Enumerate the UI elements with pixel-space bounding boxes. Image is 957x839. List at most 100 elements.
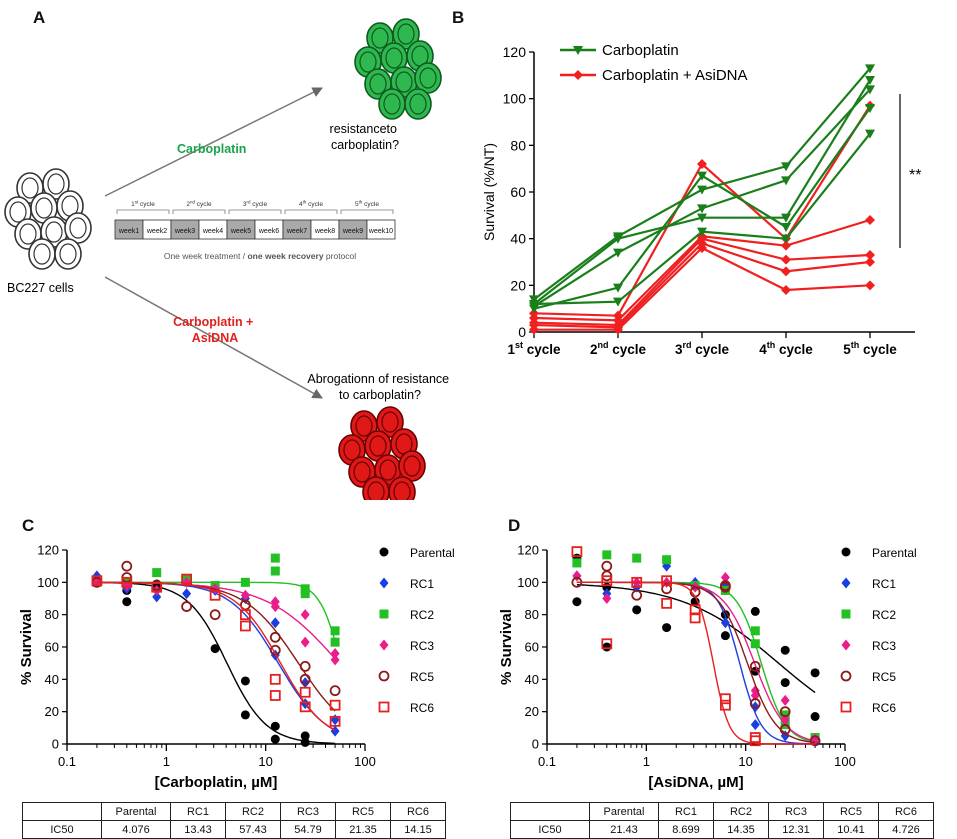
data-point: [330, 714, 340, 726]
cell-nucleus: [343, 439, 361, 461]
legend-entry: Carboplatin: [560, 42, 679, 59]
y-axis-label: % Survival: [18, 609, 35, 685]
data-point: [601, 638, 613, 650]
panel-label-a: A: [33, 8, 46, 27]
asidna-ic50-table: Parental RC1 RC2 RC3 RC5 RC6 IC50 21.43 8.699 14.…: [510, 802, 934, 839]
y-tick-label: 0: [52, 737, 59, 752]
table-value-cell: 10.41: [823, 820, 879, 839]
y-tick-label: 120: [517, 543, 539, 558]
data-point: [329, 715, 341, 727]
schematic-panel: BC227 cells Carboplatin resistanceto car…: [4, 18, 449, 500]
data-point: [719, 693, 731, 705]
data-point: [719, 581, 731, 593]
y-tick-label: 0: [518, 324, 526, 340]
y-tick-label: 80: [45, 607, 59, 622]
data-point: [330, 647, 340, 659]
data-point: [572, 558, 582, 568]
cycle-bracket: [340, 209, 394, 214]
significance-label: **: [909, 167, 921, 184]
x-tick-label: 100: [354, 754, 376, 769]
cycle-label: 2nd cycle: [186, 200, 212, 209]
data-point: [613, 234, 623, 244]
data-point: [841, 609, 851, 619]
data-point: [300, 609, 310, 621]
cell-nucleus: [381, 411, 399, 433]
cell-nucleus: [409, 93, 427, 115]
table-value-cell: 14.35: [713, 820, 769, 839]
data-point: [865, 76, 875, 85]
legend-entry: RC1: [841, 577, 896, 591]
data-point: [750, 719, 760, 731]
data-point: [572, 597, 582, 607]
x-tick-label: 0.1: [538, 754, 556, 769]
data-point: [865, 215, 875, 225]
data-point: [269, 690, 281, 701]
data-point: [269, 673, 281, 685]
data-point: [780, 678, 790, 688]
table-value-cell: 14.15: [390, 820, 446, 839]
data-point: [865, 257, 875, 267]
x-axis-label: [AsiDNA, µM]: [648, 774, 743, 791]
data-point: [300, 636, 310, 648]
data-point: [529, 300, 539, 309]
combo-arrow: [104, 276, 323, 399]
cycle-label: 1st cycle: [131, 200, 155, 209]
cell-nucleus: [59, 243, 77, 265]
data-point: [779, 706, 791, 718]
data-point: [781, 285, 791, 295]
data-point: [810, 712, 820, 722]
data-point: [719, 699, 731, 711]
data-point: [529, 324, 539, 335]
data-point: [720, 631, 730, 641]
data-point: [299, 701, 311, 713]
series-line: [529, 129, 875, 309]
data-point: [689, 604, 701, 616]
data-point: [121, 576, 133, 588]
table-corner-cell: [22, 802, 102, 821]
data-point: [330, 654, 340, 666]
data-point: [379, 639, 389, 651]
data-point: [379, 577, 389, 589]
data-point: [300, 677, 310, 689]
y-tick-label: 120: [503, 44, 527, 60]
series-line: [529, 104, 875, 314]
cell-nucleus: [45, 221, 63, 243]
data-point: [151, 581, 163, 593]
legend-label: RC6: [410, 701, 434, 715]
table-header-cell: RC2: [225, 802, 281, 821]
cell-nucleus: [19, 223, 37, 245]
data-point: [379, 609, 389, 619]
fit-curve: [576, 581, 816, 745]
x-tick-label: 3rd cycle: [675, 340, 730, 357]
data-point: [329, 699, 341, 711]
panel-label-c: C: [22, 516, 35, 535]
x-tick-label: 1: [163, 754, 170, 769]
data-point: [613, 297, 623, 307]
data-point: [529, 295, 539, 305]
table-corner-cell: [510, 802, 590, 821]
y-tick-label: 60: [510, 184, 526, 200]
y-tick-label: 80: [525, 607, 539, 622]
week-label: week9: [342, 228, 363, 235]
legend-label: RC3: [872, 639, 896, 653]
cell-nucleus: [35, 197, 53, 219]
data-point: [841, 639, 851, 651]
y-tick-label: 0: [532, 737, 539, 752]
table-value-cell: 12.31: [768, 820, 824, 839]
cell-nucleus: [383, 93, 401, 115]
table-value-cell: 21.43: [589, 820, 659, 839]
legend-entry: RC5: [840, 670, 896, 684]
legend-entry: Parental: [841, 546, 917, 560]
legend-entry: Carboplatin + AsiDNA: [560, 67, 748, 84]
data-point: [601, 560, 613, 572]
data-point: [300, 584, 310, 594]
data-point: [865, 280, 875, 291]
data-point: [269, 631, 281, 643]
y-tick-label: 100: [503, 91, 527, 107]
table-header-cell: RC2: [713, 802, 769, 821]
x-tick-label: 2nd cycle: [590, 340, 647, 357]
table-value-cell: 4.726: [878, 820, 934, 839]
table-value-cell: 8.699: [658, 820, 714, 839]
data-point: [780, 694, 790, 706]
data-point: [781, 240, 791, 251]
